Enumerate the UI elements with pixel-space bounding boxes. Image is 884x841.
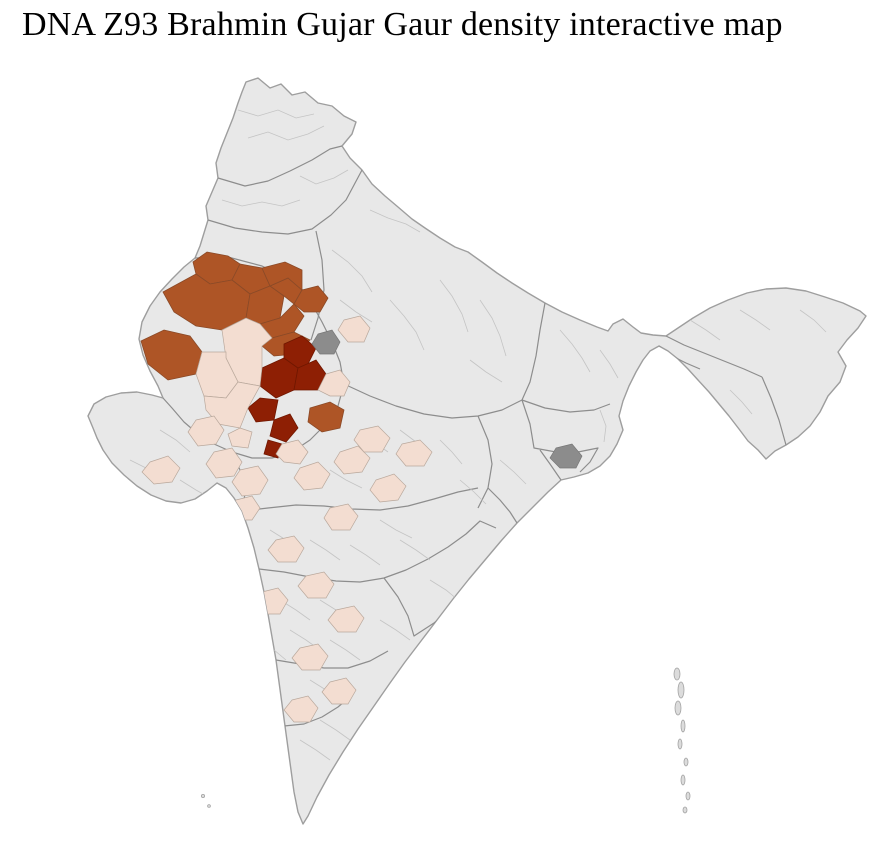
district-density-low[interactable]	[293, 461, 331, 491]
district-density-low[interactable]	[297, 571, 335, 599]
district-density-low[interactable]	[187, 415, 225, 447]
district-density-low[interactable]	[291, 643, 329, 671]
page-title: DNA Z93 Brahmin Gujar Gaur density inter…	[22, 6, 783, 43]
andaman-nicobar-islands[interactable]	[673, 667, 691, 814]
district-density-low[interactable]	[333, 445, 371, 475]
district-density-high[interactable]	[247, 397, 279, 423]
india-outline[interactable]	[87, 77, 867, 825]
district-density-medium[interactable]	[293, 285, 329, 313]
district-density-low[interactable]	[337, 315, 371, 343]
district-density-low[interactable]	[141, 455, 181, 485]
district-density-low[interactable]	[317, 369, 351, 397]
district-density-low[interactable]	[227, 427, 253, 449]
district-density-low[interactable]	[205, 447, 243, 479]
density-districts[interactable]	[140, 251, 583, 723]
district-density-low[interactable]	[283, 695, 319, 723]
district-density-low[interactable]	[321, 677, 357, 705]
district-density-low[interactable]	[267, 535, 305, 563]
district-density-low[interactable]	[275, 439, 309, 465]
district-density-low[interactable]	[231, 465, 269, 497]
district-density-low[interactable]	[323, 503, 359, 531]
lakshadweep-islands[interactable]	[200, 794, 211, 808]
district-density-medium[interactable]	[307, 401, 345, 433]
district-density-high[interactable]	[269, 413, 299, 443]
district-density-low[interactable]	[327, 605, 365, 633]
district-dark-gray[interactable]	[549, 443, 583, 469]
district-density-low[interactable]	[203, 381, 261, 429]
district-density-low[interactable]	[353, 425, 391, 453]
district-density-low[interactable]	[395, 439, 433, 467]
district-dark-gray[interactable]	[311, 329, 341, 355]
district-density-low[interactable]	[369, 473, 407, 503]
